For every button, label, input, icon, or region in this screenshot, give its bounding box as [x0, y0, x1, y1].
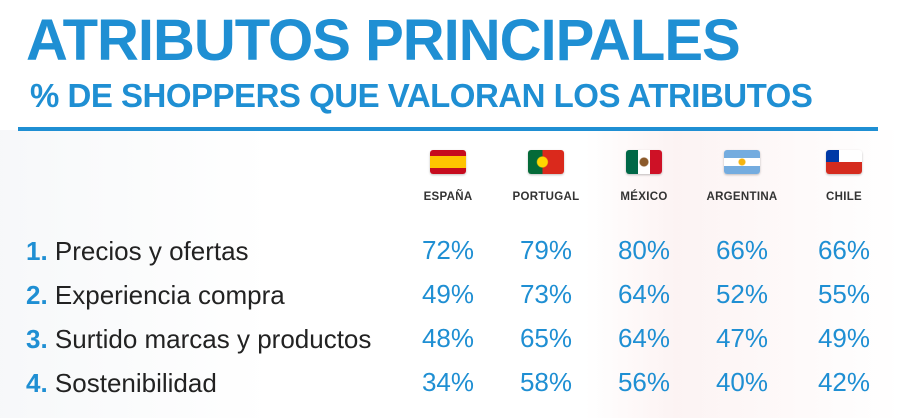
- column-label: PORTUGAL: [512, 191, 580, 203]
- table-cell: 49%: [421, 279, 475, 309]
- table-cell: 55%: [817, 279, 871, 309]
- table-cell: 64%: [617, 279, 671, 309]
- column-header-argentina: ARGENTINA: [682, 150, 802, 203]
- row-number: 1.: [26, 236, 48, 266]
- row-label: 4. Sostenibilidad: [26, 368, 217, 399]
- row-number: 3.: [26, 324, 48, 354]
- table-cell: 49%: [817, 323, 871, 353]
- column-header-chile: CHILE: [784, 150, 900, 203]
- table-cell: 58%: [519, 367, 573, 397]
- table-cell: 52%: [715, 279, 769, 309]
- column-header-mexico: MÉXICO: [584, 150, 704, 203]
- table-cell: 65%: [519, 323, 573, 353]
- column-header-espana: ESPAÑA: [388, 150, 508, 203]
- row-label: 2. Experiencia compra: [26, 280, 285, 311]
- table-cell: 64%: [617, 323, 671, 353]
- table-cell: 34%: [421, 367, 475, 397]
- table-cell: 72%: [421, 235, 475, 265]
- table-cell: 40%: [715, 367, 769, 397]
- column-label: MÉXICO: [620, 191, 668, 203]
- table-cell: 66%: [817, 235, 871, 265]
- column-label: ESPAÑA: [423, 191, 473, 203]
- table-row: 4. Sostenibilidad 34% 58% 56% 40% 42%: [26, 367, 886, 408]
- table-cell: 79%: [519, 235, 573, 265]
- table-cell: 56%: [617, 367, 671, 397]
- title-divider: [18, 127, 878, 131]
- row-label-text: Sostenibilidad: [54, 368, 217, 398]
- chile-flag-icon: [826, 150, 862, 174]
- row-label: 3. Surtido marcas y productos: [26, 324, 371, 355]
- table-cell: 80%: [617, 235, 671, 265]
- mexico-flag-icon: [626, 150, 662, 174]
- argentina-flag-icon: [724, 150, 760, 174]
- row-number: 2.: [26, 280, 48, 310]
- column-header-portugal: PORTUGAL: [486, 150, 606, 203]
- table-cell: 66%: [715, 235, 769, 265]
- table-row: 1. Precios y ofertas 72% 79% 80% 66% 66%: [26, 235, 886, 276]
- row-label-text: Precios y ofertas: [54, 236, 249, 266]
- table-cell: 42%: [817, 367, 871, 397]
- row-label-text: Experiencia compra: [54, 280, 285, 310]
- row-label: 1. Precios y ofertas: [26, 236, 249, 267]
- table-cell: 73%: [519, 279, 573, 309]
- table-row: 2. Experiencia compra 49% 73% 64% 52% 55…: [26, 279, 886, 320]
- table-row: 3. Surtido marcas y productos 48% 65% 64…: [26, 323, 886, 364]
- table-cell: 48%: [421, 323, 475, 353]
- spain-flag-icon: [430, 150, 466, 174]
- row-label-text: Surtido marcas y productos: [54, 324, 372, 354]
- table-cell: 47%: [715, 323, 769, 353]
- row-number: 4.: [26, 368, 48, 398]
- portugal-flag-icon: [528, 150, 564, 174]
- page-subtitle: % DE SHOPPERS QUE VALORAN LOS ATRIBUTOS: [30, 77, 813, 114]
- column-label: ARGENTINA: [706, 191, 778, 203]
- page-title: ATRIBUTOS PRINCIPALES: [26, 8, 741, 73]
- column-label: CHILE: [826, 191, 862, 203]
- background-photo: [0, 130, 900, 418]
